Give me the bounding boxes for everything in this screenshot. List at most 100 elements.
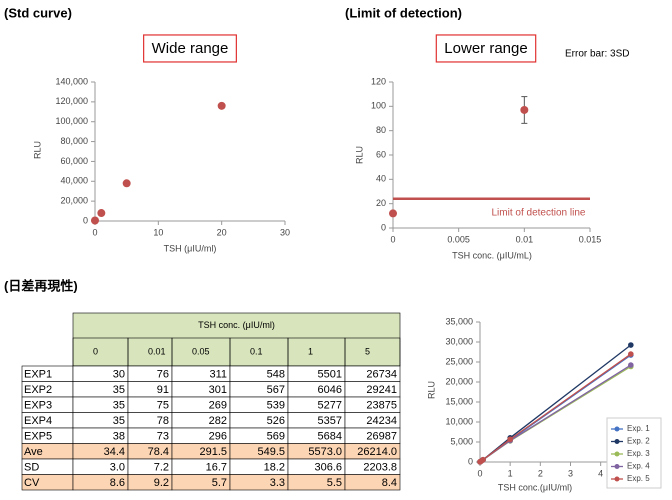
x-tick-label: 0 [477, 468, 482, 478]
row-label: EXP3 [24, 400, 52, 412]
x-tick-label: 0.015 [579, 234, 602, 244]
row-label: EXP4 [24, 415, 52, 427]
cell-value: 296 [209, 431, 227, 443]
point [389, 209, 397, 218]
cell-value: 548 [267, 369, 285, 381]
row-label: EXP1 [24, 369, 52, 381]
x-axis-label: TSH (μIU/ml) [164, 243, 217, 253]
y-tick-label: 60,000 [60, 156, 88, 166]
y-tick-label: 80,000 [60, 136, 88, 146]
y-tick-label: 100,000 [55, 116, 88, 126]
cell-value: 5.5 [327, 477, 342, 489]
column-label: 0.1 [250, 346, 263, 356]
cell-value: 291.5 [199, 446, 227, 458]
legend-label: Exp. 2 [627, 437, 650, 446]
point [217, 101, 226, 110]
point [628, 362, 634, 368]
legend-marker [614, 426, 620, 432]
cell-value: 78.4 [148, 446, 169, 458]
column-label: 1 [308, 346, 313, 356]
legend-marker [614, 439, 620, 444]
reference-label: Limit of detection line [492, 207, 586, 218]
point [520, 105, 529, 114]
point [628, 351, 634, 357]
y-tick-label: 5,000 [450, 436, 473, 446]
cell-value: 24234 [366, 415, 397, 427]
cell-value: 23875 [366, 400, 397, 412]
title-box [435, 34, 537, 63]
cell-value: 35 [113, 384, 125, 396]
point [480, 456, 486, 463]
y-tick-label: 0 [83, 215, 88, 225]
y-tick-label: 30,000 [445, 336, 473, 346]
row-label: EXP5 [24, 431, 52, 443]
section-heading: (Limit of detection) [345, 5, 462, 20]
cell-value: 526 [267, 415, 285, 427]
cell-value: 3.0 [110, 462, 125, 474]
x-axis-label: TSH conc. (μIU/mL) [452, 250, 532, 260]
cell-value: 73 [157, 431, 169, 443]
y-tick-label: 10,000 [445, 416, 473, 426]
point [628, 342, 634, 348]
x-tick-label: 30 [280, 227, 290, 237]
y-axis-label: RLU [354, 146, 364, 164]
x-tick-label: 1 [508, 468, 513, 478]
y-tick-label: 25,000 [445, 356, 473, 366]
cell-value: 34.4 [104, 446, 125, 458]
cell-value: 8.6 [110, 477, 125, 489]
cell-value: 75 [157, 400, 169, 412]
legend-label: Exp. 1 [627, 424, 650, 433]
section-heading: (Std curve) [4, 5, 72, 20]
y-tick-label: 20 [376, 198, 386, 208]
table-header-bg [72, 312, 401, 367]
cell-value: 16.7 [206, 462, 227, 474]
row-label: SD [24, 462, 39, 474]
y-tick-label: 20,000 [60, 196, 88, 206]
legend-marker [614, 476, 620, 482]
point [122, 179, 131, 188]
y-axis-label: RLU [32, 141, 42, 159]
x-tick-label: 3 [568, 468, 573, 478]
x-tick-label: 0 [92, 227, 97, 237]
column-label: 5 [365, 346, 370, 356]
cell-value: 26987 [366, 431, 397, 443]
y-tick-label: 20,000 [445, 376, 473, 386]
y-tick-label: 15,000 [445, 396, 473, 406]
legend-label: Exp. 4 [627, 462, 650, 471]
row-label: EXP2 [24, 384, 52, 396]
chart-title: Lower range [444, 40, 527, 57]
cell-value: 5.7 [212, 477, 227, 489]
y-tick-label: 100 [371, 101, 386, 111]
cell-value: 311 [209, 369, 227, 381]
cell-value: 8.4 [382, 477, 397, 489]
cell-value: 78 [157, 415, 169, 427]
cell-value: 3.3 [270, 477, 285, 489]
y-tick-label: 80 [376, 125, 386, 135]
cell-value: 18.2 [264, 462, 285, 474]
row-label: Ave [24, 446, 43, 458]
x-tick-label: 0.01 [516, 234, 534, 244]
cell-value: 5684 [318, 431, 342, 443]
y-tick-label: 60 [376, 149, 386, 159]
legend-label: Exp. 3 [627, 449, 650, 458]
y-tick-label: 0 [381, 222, 386, 232]
cell-value: 29241 [366, 384, 397, 396]
x-tick-label: 4 [598, 468, 603, 478]
annotation: Error bar: 3SD [565, 49, 629, 60]
y-tick-label: 120 [371, 76, 386, 86]
cell-value: 549.5 [257, 446, 285, 458]
x-tick-label: 2 [538, 468, 543, 478]
cell-value: 6046 [318, 384, 342, 396]
x-tick-label: 0 [390, 234, 395, 244]
cell-value: 35 [113, 415, 125, 427]
y-axis-label: RLU [426, 381, 436, 399]
column-label: 0.01 [148, 346, 166, 356]
legend-marker [614, 464, 620, 469]
cell-value: 5573.0 [308, 446, 342, 458]
cell-value: 306.6 [314, 462, 342, 474]
point [97, 209, 106, 218]
legend-label: Exp. 5 [627, 474, 650, 483]
cell-value: 7.2 [154, 462, 169, 474]
cell-value: 76 [157, 369, 169, 381]
